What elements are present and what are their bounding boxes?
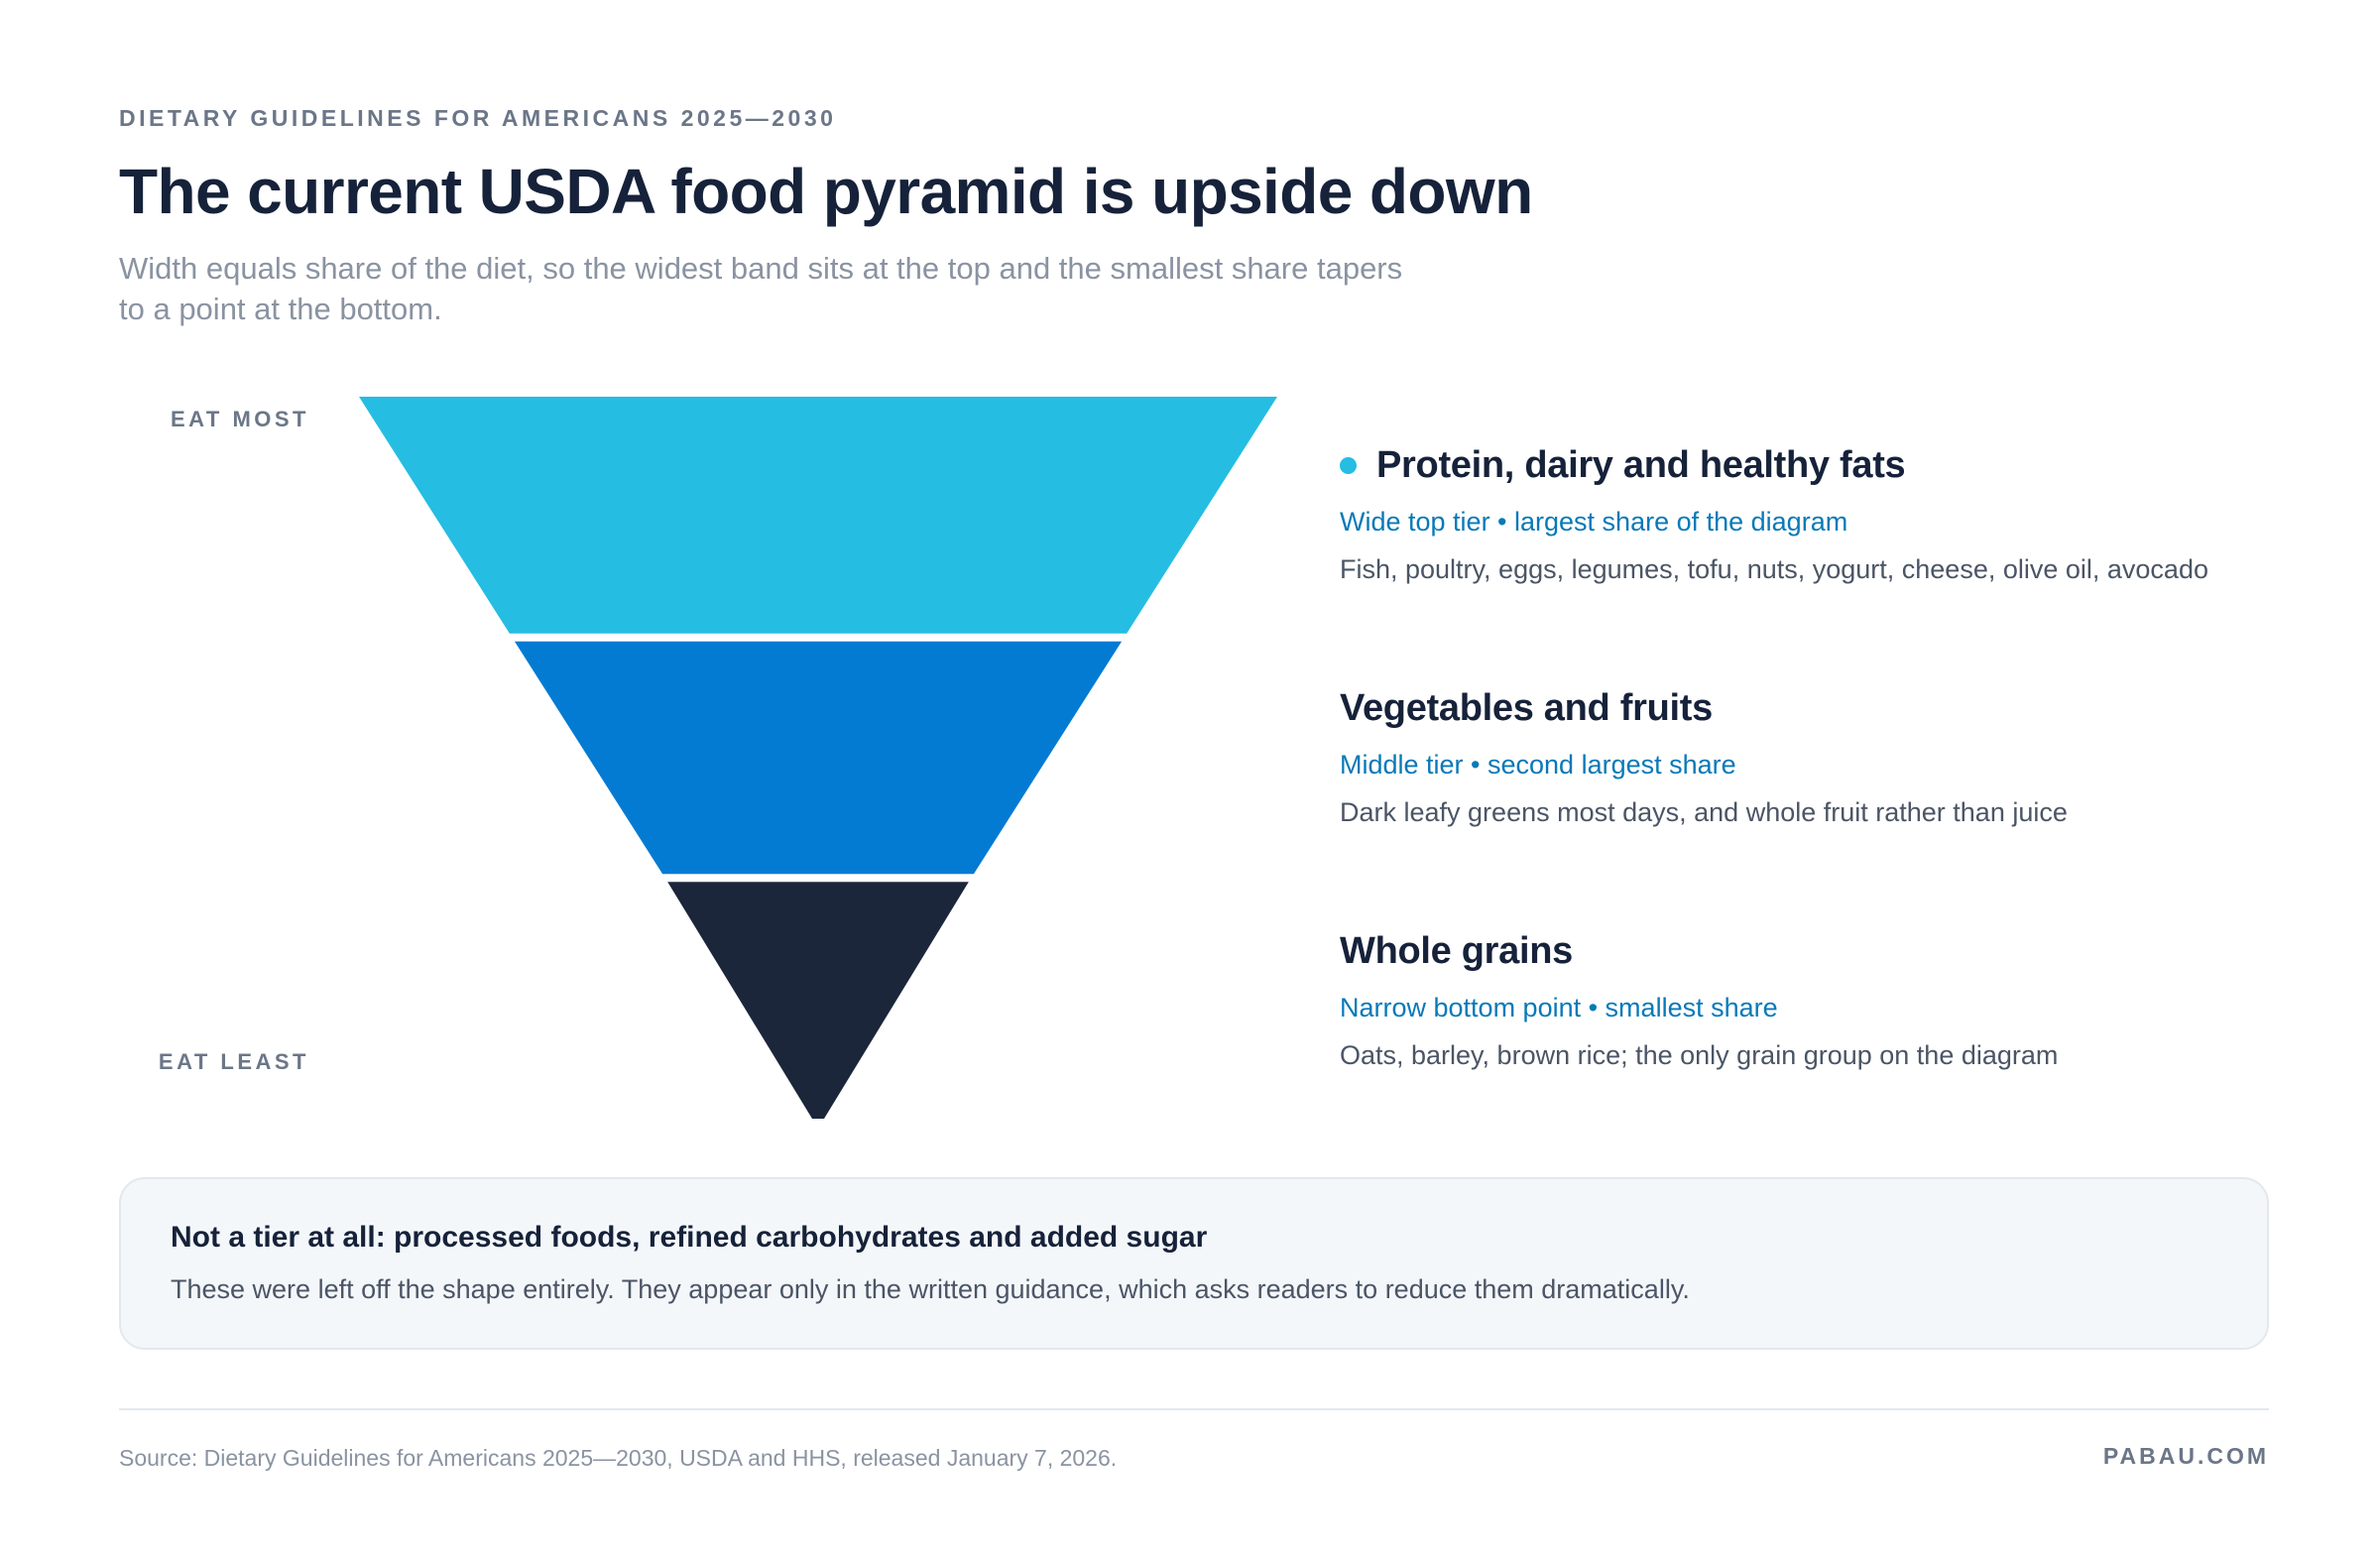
tier-description: Fish, poultry, eggs, legumes, tofu, nuts… <box>1340 554 2208 584</box>
tier-name: Protein, dairy and healthy fats <box>1376 444 1906 486</box>
page-title: The current USDA food pyramid is upside … <box>119 156 1533 227</box>
tier-band-vegetables-fruits <box>514 641 1123 875</box>
tier-legend-whole-grains: Whole grains Narrow bottom point • small… <box>1340 930 2058 1071</box>
eyebrow-label: DIETARY GUIDELINES FOR AMERICANS 2025—20… <box>119 105 837 131</box>
tier-band-protein-dairy-fats <box>359 397 1277 634</box>
tier-subtitle: Middle tier • second largest share <box>1340 750 1736 780</box>
tier-name: Whole grains <box>1340 930 1573 972</box>
tier-dot-marker <box>1340 457 1357 474</box>
tier-legend-protein-dairy-fats: Protein, dairy and healthy fats Wide top… <box>1340 444 2208 585</box>
axis-label-eat-most: EAT MOST <box>170 407 309 431</box>
tier-subtitle: Wide top tier • largest share of the dia… <box>1340 507 1848 537</box>
tier-description: Dark leafy greens most days, and whole f… <box>1340 797 2068 827</box>
tier-subtitle: Narrow bottom point • smallest share <box>1340 993 1778 1022</box>
footer-divider <box>119 1408 2269 1410</box>
note-title: Not a tier at all: processed foods, refi… <box>171 1221 1208 1254</box>
tier-description: Oats, barley, brown rice; the only grain… <box>1340 1040 2059 1070</box>
axis-label-eat-least: EAT LEAST <box>158 1049 309 1074</box>
excluded-foods-note: Not a tier at all: processed foods, refi… <box>119 1177 2269 1350</box>
source-citation: Source: Dietary Guidelines for Americans… <box>119 1445 1118 1471</box>
tier-band-whole-grains <box>667 882 969 1119</box>
brand-logo-text: PABAU.COM <box>2102 1443 2269 1469</box>
tier-legend-vegetables-fruits: Vegetables and fruits Middle tier • seco… <box>1340 687 2068 828</box>
page-subtitle: Width equals share of the diet, so the w… <box>119 251 1403 326</box>
tier-name: Vegetables and fruits <box>1340 687 1713 729</box>
inverted-pyramid-diagram <box>359 397 1277 1119</box>
note-body: These were left off the shape entirely. … <box>171 1274 1690 1304</box>
